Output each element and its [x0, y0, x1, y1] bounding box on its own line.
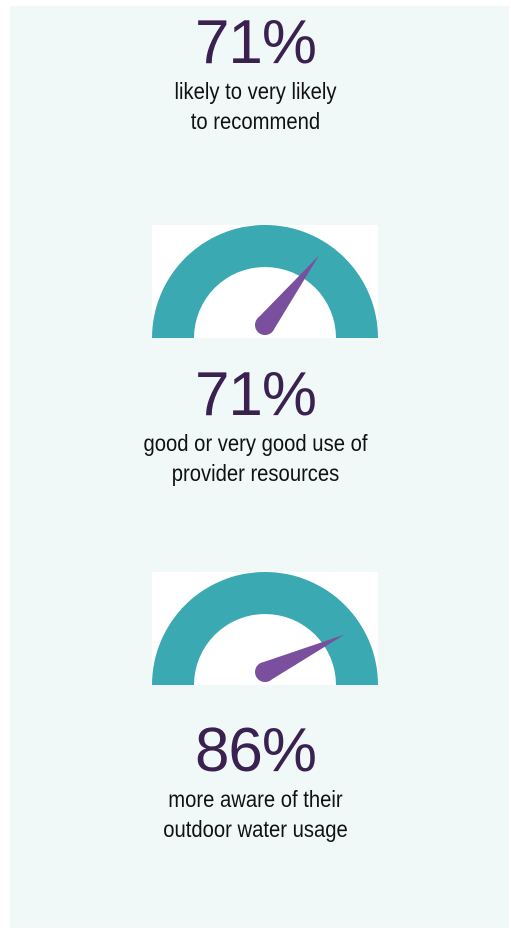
- stat-caption-line1: likely to very likely: [174, 78, 337, 104]
- infographic-panel: [10, 6, 509, 928]
- stat-percent: 71%: [194, 8, 317, 77]
- gauge-needle-shaft: [257, 255, 319, 332]
- speedometer-icon: [152, 225, 378, 338]
- gauge-needle-hub: [255, 662, 275, 682]
- gauge-needle: [255, 634, 345, 682]
- stat-caption-line1: more aware of their: [168, 786, 343, 812]
- stat-percent: 86%: [194, 716, 317, 785]
- stat-recommend: 71% likely to very likely to recommend: [0, 10, 511, 136]
- stat-caption-line2: provider resources: [171, 460, 340, 486]
- gauge-needle: [255, 255, 319, 335]
- stat-provider-resources: 71% good or very good use of provider re…: [0, 362, 511, 488]
- stat-caption-line1: good or very good use of: [143, 430, 368, 456]
- stat-caption-line2: outdoor water usage: [163, 816, 348, 842]
- gauge-needle-hub: [255, 315, 275, 335]
- speedometer-icon: [152, 572, 378, 685]
- stat-outdoor-water: 86% more aware of their outdoor water us…: [0, 718, 511, 844]
- gauge-arc: [152, 572, 378, 685]
- stat-caption-line2: to recommend: [190, 108, 321, 134]
- gauge-needle-shaft: [260, 634, 345, 682]
- gauge-arc: [152, 225, 378, 338]
- stat-percent: 71%: [194, 360, 317, 429]
